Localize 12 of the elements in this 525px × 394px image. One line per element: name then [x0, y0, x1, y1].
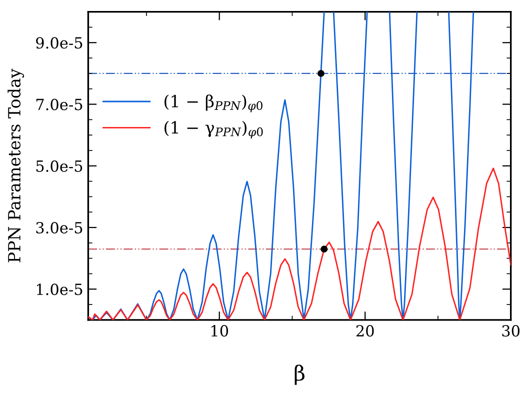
legend-label: (1 − γ$_{PPN}$)$_{φ0}$: [164, 120, 263, 139]
y-tick-label: 9.0e-5: [36, 37, 82, 49]
x-axis-title: β: [294, 364, 304, 385]
y-tick-label: 1.0e-5: [36, 284, 82, 296]
x-tick-label: 10: [212, 325, 228, 337]
y-tick-label: 5.0e-5: [36, 160, 82, 172]
y-tick-label: 3.0e-5: [36, 222, 82, 234]
x-tick-label: 30: [502, 325, 520, 337]
y-axis-title: PPN Parameters Today: [8, 68, 24, 262]
x-tick-label: 20: [356, 325, 374, 337]
y-tick-label: 7.0e-5: [36, 98, 82, 110]
legend-label: (1 − β$_{PPN}$)$_{φ0}$: [164, 94, 262, 112]
